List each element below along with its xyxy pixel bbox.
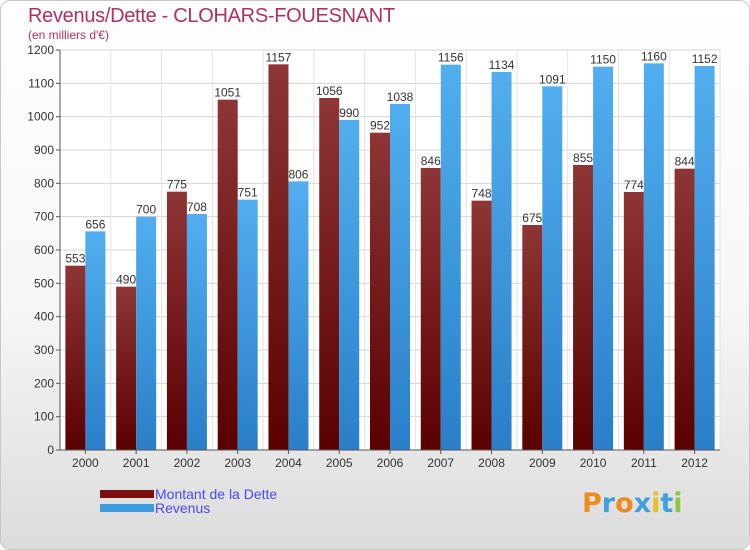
data-label: 1152 [692,52,718,66]
x-tick-label: 2010 [580,456,607,470]
bar-revenus [491,72,512,450]
y-tick-label: 1000 [27,110,54,124]
legend-item-revenus: Revenus [100,500,400,516]
y-tick-label: 400 [34,310,54,324]
data-label: 1157 [266,50,292,64]
bar-dette [420,168,441,450]
y-tick-label: 300 [34,343,54,357]
x-tick-label: 2005 [326,456,353,470]
bar-dette [217,99,238,451]
chart-subtitle: (en milliers d'€) [28,28,109,42]
data-label: 490 [116,273,136,287]
data-label: 708 [187,200,207,214]
logo-letter: t [660,488,674,519]
y-tick-label: 200 [34,376,54,390]
legend-swatch-revenus [100,504,154,512]
data-label: 1160 [641,49,667,63]
y-tick-label: 1100 [28,76,54,90]
data-label: 1156 [438,51,464,65]
data-label: 855 [573,151,593,165]
x-tick-label: 2012 [681,456,708,470]
bar-dette [268,64,289,450]
x-tick-label: 2011 [631,456,657,470]
x-tick-label: 2000 [72,456,99,470]
y-tick-label: 1200 [27,43,54,57]
bar-dette [65,265,86,450]
legend-label-revenus: Revenus [155,500,211,516]
bar-dette [522,225,543,450]
x-tick-label: 2009 [529,456,556,470]
bar-revenus [237,199,258,450]
bar-revenus [643,63,664,450]
logo-letter: x [633,488,652,519]
data-label: 748 [472,187,492,201]
data-label: 990 [339,106,359,120]
x-tick-label: 2001 [123,456,150,470]
bar-revenus [136,216,157,450]
data-label: 675 [522,211,542,225]
data-label: 1150 [590,53,616,67]
y-tick-label: 800 [34,176,54,190]
bar-revenus [186,214,207,450]
data-label: 553 [65,252,85,266]
x-tick-label: 2004 [275,456,302,470]
x-tick-label: 2006 [377,456,404,470]
y-tick-label: 600 [34,243,54,257]
data-label: 952 [370,119,390,133]
y-axis: 0 100 200 300 400 500 600 700 800 900 1000 1100 1200 [27,43,61,457]
bar-dette [370,132,390,450]
bar-dette [319,98,340,450]
data-label: 774 [624,178,644,192]
data-label: 751 [238,186,258,200]
bar-revenus [593,66,614,451]
bar-revenus [440,64,461,451]
bar-revenus [694,66,715,450]
bar-dette [623,192,644,450]
data-label: 1134 [489,58,515,72]
y-tick-label: 900 [34,143,54,157]
logo-letter: r [601,488,616,519]
bar-revenus [339,120,360,450]
bars [65,63,715,451]
data-label: 775 [167,178,187,192]
legend-swatch-dette [100,490,154,498]
x-tick-label: 2007 [427,456,454,470]
data-label: 844 [675,155,695,169]
y-tick-label: 100 [34,410,54,424]
x-axis: 2000 2001 2002 2003 2004 2005 2006 2007 2008 2009… [60,449,720,470]
legend-item-dette: Montant de la Dette [100,486,400,502]
bar-dette [116,286,137,450]
y-tick-label: 0 [47,443,54,457]
logo-letter: i [673,488,683,519]
data-label: 846 [421,154,441,168]
data-label: 1051 [214,86,241,100]
legend-label-dette: Montant de la Dette [155,486,278,502]
data-label: 656 [85,217,105,231]
bar-revenus [542,86,563,450]
x-tick-label: 2008 [478,456,505,470]
bar-dette [471,200,492,450]
bar-revenus [390,104,410,450]
x-tick-label: 2002 [174,456,201,470]
data-label: 1038 [387,90,414,104]
y-tick-label: 500 [34,276,54,290]
chart-title: Revenus/Dette - CLOHARS-FOUESNANT [28,5,395,27]
bar-dette [573,165,594,450]
y-tick-label: 700 [34,210,54,224]
x-tick-label: 2003 [224,456,251,470]
logo-letter: P [582,488,602,519]
bar-dette [166,191,187,450]
logo-letter: o [615,488,634,519]
data-label: 1091 [539,72,566,86]
data-label: 700 [136,203,156,217]
proxiti-logo: Proxiti [582,488,683,519]
logo-letter: i [651,488,661,519]
bar-dette [674,168,695,450]
bar-revenus [288,181,309,451]
bar-revenus [85,231,106,450]
data-label: 1056 [316,84,343,98]
data-label: 806 [288,167,308,181]
